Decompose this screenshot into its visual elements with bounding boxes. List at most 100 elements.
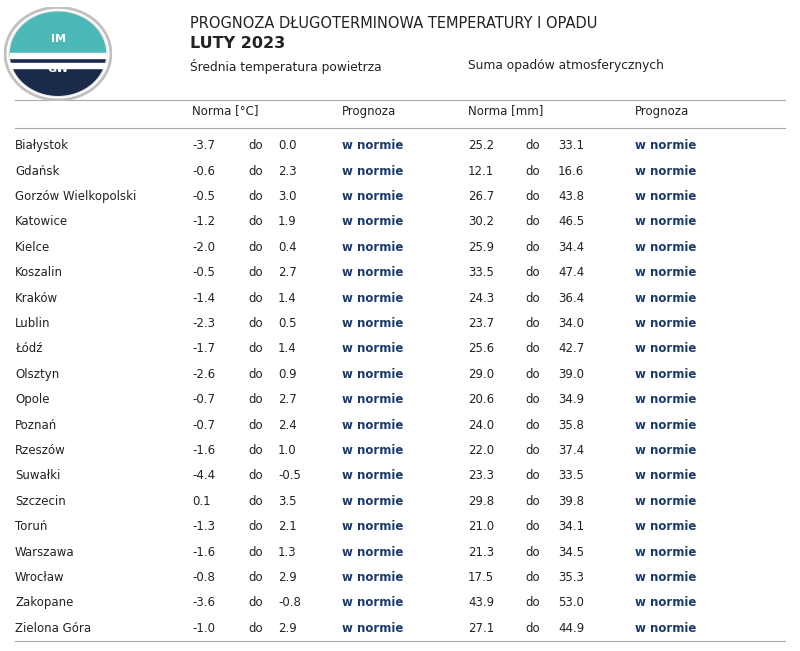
Text: 25.2: 25.2: [468, 139, 494, 152]
Text: -1.7: -1.7: [192, 342, 215, 355]
Text: -1.3: -1.3: [192, 520, 215, 533]
Text: Szczecin: Szczecin: [15, 495, 66, 508]
Text: w normie: w normie: [342, 317, 403, 330]
Text: do: do: [525, 215, 540, 229]
Text: w normie: w normie: [342, 190, 403, 203]
Text: do: do: [525, 520, 540, 533]
Text: 35.8: 35.8: [558, 419, 584, 432]
Text: do: do: [525, 469, 540, 482]
Text: Suwałki: Suwałki: [15, 469, 60, 482]
Text: -0.6: -0.6: [192, 165, 215, 178]
Text: 42.7: 42.7: [558, 342, 584, 355]
Text: -2.3: -2.3: [192, 317, 215, 330]
Text: 34.9: 34.9: [558, 393, 584, 406]
Text: 39.8: 39.8: [558, 495, 584, 508]
Text: do: do: [525, 596, 540, 609]
Text: 23.7: 23.7: [468, 317, 494, 330]
Text: Warszawa: Warszawa: [15, 546, 74, 559]
Text: IM: IM: [50, 34, 66, 44]
Text: 1.4: 1.4: [278, 342, 297, 355]
Text: do: do: [248, 495, 262, 508]
Text: do: do: [525, 266, 540, 279]
Text: 1.3: 1.3: [278, 546, 297, 559]
Text: w normie: w normie: [342, 139, 403, 152]
Text: w normie: w normie: [342, 469, 403, 482]
Text: do: do: [248, 469, 262, 482]
Text: 2.1: 2.1: [278, 520, 297, 533]
Text: do: do: [248, 190, 262, 203]
Text: do: do: [525, 292, 540, 305]
Text: -1.6: -1.6: [192, 546, 215, 559]
Text: do: do: [248, 368, 262, 381]
Text: 53.0: 53.0: [558, 596, 584, 609]
Text: 2.9: 2.9: [278, 571, 297, 584]
Text: w normie: w normie: [635, 165, 696, 178]
Text: 37.4: 37.4: [558, 444, 584, 457]
Text: w normie: w normie: [635, 596, 696, 609]
Text: w normie: w normie: [342, 546, 403, 559]
Text: do: do: [248, 292, 262, 305]
Text: do: do: [248, 622, 262, 635]
Text: 1.4: 1.4: [278, 292, 297, 305]
Text: -2.0: -2.0: [192, 241, 215, 254]
Text: -1.2: -1.2: [192, 215, 215, 229]
Circle shape: [8, 10, 108, 97]
Text: Koszalin: Koszalin: [15, 266, 63, 279]
Text: Toruń: Toruń: [15, 520, 47, 533]
Text: w normie: w normie: [635, 393, 696, 406]
Text: w normie: w normie: [635, 368, 696, 381]
Text: Prognoza: Prognoza: [635, 105, 690, 117]
Text: do: do: [248, 444, 262, 457]
Text: 39.0: 39.0: [558, 368, 584, 381]
Text: Norma [°C]: Norma [°C]: [192, 105, 258, 117]
Text: Suma opadów atmosferycznych: Suma opadów atmosferycznych: [468, 59, 664, 72]
Text: 26.7: 26.7: [468, 190, 494, 203]
Text: do: do: [248, 165, 262, 178]
Text: do: do: [248, 546, 262, 559]
Text: do: do: [525, 165, 540, 178]
Text: -4.4: -4.4: [192, 469, 215, 482]
Text: -0.5: -0.5: [192, 190, 215, 203]
Bar: [10, 53, 106, 59]
Text: 2.9: 2.9: [278, 622, 297, 635]
Text: 43.9: 43.9: [468, 596, 494, 609]
Text: 24.3: 24.3: [468, 292, 494, 305]
Text: do: do: [248, 596, 262, 609]
Text: Kielce: Kielce: [15, 241, 50, 254]
Text: Poznań: Poznań: [15, 419, 58, 432]
Text: 25.9: 25.9: [468, 241, 494, 254]
Text: do: do: [525, 241, 540, 254]
Text: 25.6: 25.6: [468, 342, 494, 355]
Text: -3.6: -3.6: [192, 596, 215, 609]
Text: -0.5: -0.5: [278, 469, 301, 482]
Text: do: do: [525, 190, 540, 203]
Text: w normie: w normie: [635, 495, 696, 508]
Text: 24.0: 24.0: [468, 419, 494, 432]
Text: Kraków: Kraków: [15, 292, 58, 305]
Text: w normie: w normie: [635, 241, 696, 254]
Text: 17.5: 17.5: [468, 571, 494, 584]
Wedge shape: [10, 12, 106, 54]
Text: do: do: [525, 139, 540, 152]
Text: w normie: w normie: [635, 546, 696, 559]
Text: w normie: w normie: [342, 368, 403, 381]
Text: 46.5: 46.5: [558, 215, 584, 229]
Text: 22.0: 22.0: [468, 444, 494, 457]
Text: w normie: w normie: [635, 520, 696, 533]
Text: 33.5: 33.5: [468, 266, 494, 279]
Text: -1.6: -1.6: [192, 444, 215, 457]
Text: Gdańsk: Gdańsk: [15, 165, 59, 178]
Bar: [10, 62, 106, 68]
Text: w normie: w normie: [342, 622, 403, 635]
Text: PROGNOZA DŁUGOTERMINOWA TEMPERATURY I OPADU: PROGNOZA DŁUGOTERMINOWA TEMPERATURY I OP…: [190, 16, 598, 31]
Text: -3.7: -3.7: [192, 139, 215, 152]
Text: do: do: [248, 342, 262, 355]
Text: 2.7: 2.7: [278, 393, 297, 406]
Text: w normie: w normie: [342, 165, 403, 178]
Text: 1.9: 1.9: [278, 215, 297, 229]
Text: do: do: [248, 317, 262, 330]
Text: 1.0: 1.0: [278, 444, 297, 457]
Text: Białystok: Białystok: [15, 139, 69, 152]
Text: 3.5: 3.5: [278, 495, 297, 508]
Text: -0.8: -0.8: [192, 571, 215, 584]
